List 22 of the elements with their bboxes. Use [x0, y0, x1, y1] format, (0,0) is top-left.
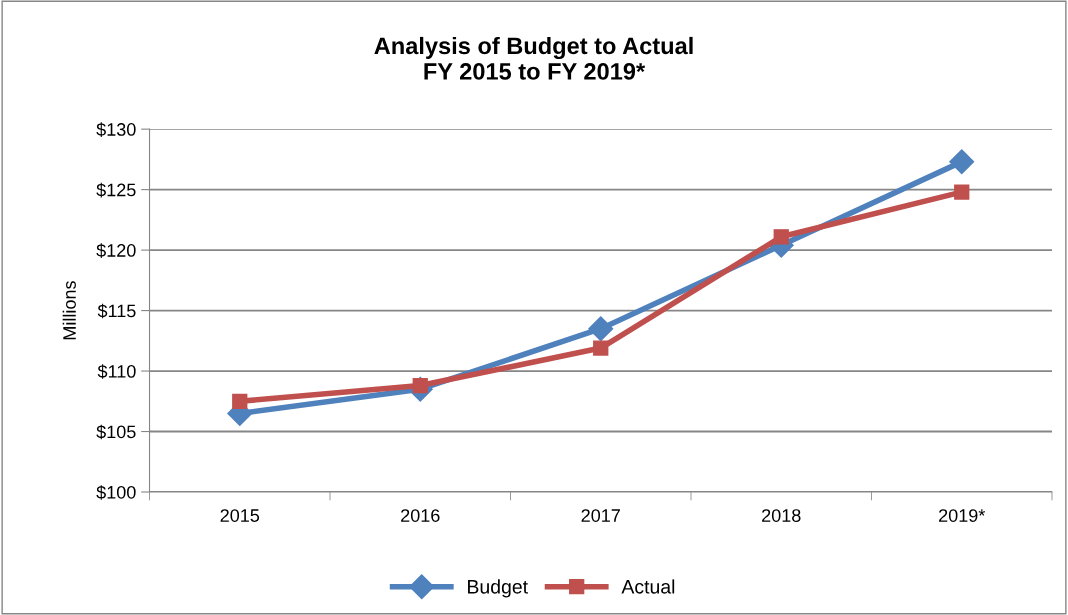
- chart-title: Analysis of Budget to Actual FY 2015 to FY 2019*: [374, 36, 693, 80]
- y-tick-label: $130: [96, 122, 136, 137]
- x-tick-label: 2019*: [939, 509, 986, 522]
- y-tick-label: $110: [97, 364, 136, 379]
- point: [949, 149, 975, 175]
- x-tick-label: 2017: [581, 509, 620, 522]
- legend-label: Actual: [621, 579, 675, 594]
- y-tick-label: $105: [96, 424, 136, 440]
- x-tick-label: 2015: [220, 509, 260, 522]
- y-axis-title: Millions: [62, 281, 76, 340]
- y-tick-label: $120: [96, 243, 136, 258]
- point: [773, 229, 789, 245]
- point: [593, 340, 609, 356]
- point: [588, 316, 614, 342]
- y-tick-label: $125: [96, 182, 136, 198]
- point: [954, 184, 970, 200]
- x-tick-label: 2016: [401, 509, 440, 522]
- point: [232, 393, 248, 409]
- y-tick-label: $100: [96, 485, 136, 500]
- x-tick-label: 2018: [762, 509, 801, 522]
- y-tick-label: $115: [97, 303, 136, 319]
- legend-label: Budget: [468, 579, 528, 598]
